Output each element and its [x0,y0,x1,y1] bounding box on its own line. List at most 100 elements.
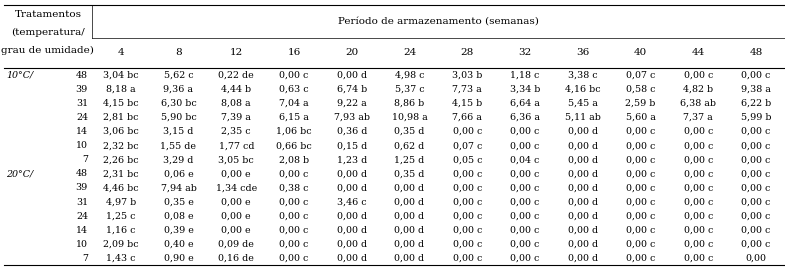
Text: 3,06 bc: 3,06 bc [103,127,139,136]
Text: 0,04 c: 0,04 c [510,155,540,164]
Text: 14: 14 [76,226,88,235]
Text: 0,08 e: 0,08 e [164,211,193,221]
Text: 0,35 d: 0,35 d [394,169,425,178]
Text: 1,16 c: 1,16 c [106,226,136,235]
Text: 0,00 c: 0,00 c [741,71,771,80]
Text: 40: 40 [634,49,647,57]
Text: 0,00 d: 0,00 d [568,183,598,192]
Text: 0,00 c: 0,00 c [684,71,713,80]
Text: 0,00 c: 0,00 c [279,226,309,235]
Text: 0,00 c: 0,00 c [626,198,655,207]
Text: 2,08 b: 2,08 b [279,155,309,164]
Text: 0,00 c: 0,00 c [741,240,771,249]
Text: 32: 32 [518,49,531,57]
Text: 4,44 b: 4,44 b [221,85,251,94]
Text: 0,00 c: 0,00 c [684,141,713,150]
Text: 0,00 c: 0,00 c [453,169,482,178]
Text: 4,82 b: 4,82 b [683,85,714,94]
Text: 0,00 c: 0,00 c [684,183,713,192]
Text: 6,74 b: 6,74 b [337,85,367,94]
Text: 4,46 bc: 4,46 bc [103,183,138,192]
Text: 0,00 c: 0,00 c [741,127,771,136]
Text: 0,00 c: 0,00 c [279,240,309,249]
Text: 0,00 c: 0,00 c [741,155,771,164]
Text: 0,62 d: 0,62 d [394,141,425,150]
Text: 0,58 c: 0,58 c [626,85,655,94]
Text: 0,36 d: 0,36 d [337,127,367,136]
Text: 2,32 bc: 2,32 bc [103,141,138,150]
Text: 0,00 c: 0,00 c [279,169,309,178]
Text: 0,00 d: 0,00 d [337,211,367,221]
Text: 3,05 bc: 3,05 bc [218,155,254,164]
Text: 0,00 c: 0,00 c [684,155,713,164]
Text: 0,00 d: 0,00 d [568,254,598,263]
Text: 0,00 d: 0,00 d [568,127,598,136]
Text: 5,62 c: 5,62 c [164,71,193,80]
Text: 39: 39 [75,183,88,192]
Text: 14: 14 [76,127,88,136]
Text: 7,73 a: 7,73 a [452,85,482,94]
Text: 8,18 a: 8,18 a [106,85,136,94]
Text: 1,23 d: 1,23 d [337,155,367,164]
Text: 9,22 a: 9,22 a [337,99,367,108]
Text: 0,00 c: 0,00 c [453,183,482,192]
Text: 0,63 c: 0,63 c [279,85,309,94]
Text: 0,00 c: 0,00 c [510,141,540,150]
Text: 2,81 bc: 2,81 bc [103,113,138,122]
Text: 3,29 d: 3,29 d [163,155,194,164]
Text: 0,00 c: 0,00 c [741,183,771,192]
Text: 0,00 d: 0,00 d [337,240,367,249]
Text: 0,00 c: 0,00 c [279,254,309,263]
Text: 2,59 b: 2,59 b [626,99,655,108]
Text: 0,00 c: 0,00 c [453,240,482,249]
Text: 0,00 c: 0,00 c [510,169,540,178]
Text: 6,64 a: 6,64 a [510,99,540,108]
Text: 10,98 a: 10,98 a [392,113,427,122]
Text: 0,00 c: 0,00 c [684,198,713,207]
Text: 0,15 d: 0,15 d [337,141,367,150]
Text: 36: 36 [576,49,590,57]
Text: 0,00 c: 0,00 c [741,169,771,178]
Text: 0,00 d: 0,00 d [337,254,367,263]
Text: 0,00 e: 0,00 e [221,226,251,235]
Text: 0,05 c: 0,05 c [453,155,482,164]
Text: 0,00 c: 0,00 c [279,211,309,221]
Text: 0,00 d: 0,00 d [337,71,367,80]
Text: 0,38 c: 0,38 c [279,183,309,192]
Text: 7,94 ab: 7,94 ab [161,183,196,192]
Text: Tratamentos: Tratamentos [14,10,82,19]
Text: 3,34 b: 3,34 b [510,85,540,94]
Text: 0,22 de: 0,22 de [218,71,254,80]
Text: 0,16 de: 0,16 de [218,254,254,263]
Text: 7,93 ab: 7,93 ab [334,113,370,122]
Text: 9,36 a: 9,36 a [163,85,193,94]
Text: 5,45 a: 5,45 a [568,99,597,108]
Text: 7: 7 [82,155,88,164]
Text: 0,90 e: 0,90 e [163,254,193,263]
Text: 31: 31 [76,99,88,108]
Text: 10: 10 [76,240,88,249]
Text: 0,00 d: 0,00 d [568,211,598,221]
Text: 0,07 c: 0,07 c [626,71,655,80]
Text: 3,46 c: 3,46 c [337,198,367,207]
Text: 8,08 a: 8,08 a [221,99,251,108]
Text: 0,00 d: 0,00 d [395,226,425,235]
Text: 0,00 d: 0,00 d [568,226,598,235]
Text: 0,35 e: 0,35 e [163,198,193,207]
Text: 0,00 c: 0,00 c [684,169,713,178]
Text: 0,00 c: 0,00 c [684,254,713,263]
Text: 0,00 c: 0,00 c [741,226,771,235]
Text: 0,00 d: 0,00 d [337,226,367,235]
Text: 0,00 c: 0,00 c [453,226,482,235]
Text: 0,09 de: 0,09 de [218,240,254,249]
Text: 0,00 c: 0,00 c [626,254,655,263]
Text: 5,37 c: 5,37 c [395,85,425,94]
Text: 0,00 e: 0,00 e [221,198,251,207]
Text: 0,00 c: 0,00 c [453,127,482,136]
Text: 1,06 bc: 1,06 bc [276,127,312,136]
Text: 1,55 de: 1,55 de [160,141,196,150]
Text: 3,03 b: 3,03 b [452,71,483,80]
Text: 0,00 c: 0,00 c [626,240,655,249]
Text: 0,00 d: 0,00 d [568,169,598,178]
Text: 7: 7 [82,254,88,263]
